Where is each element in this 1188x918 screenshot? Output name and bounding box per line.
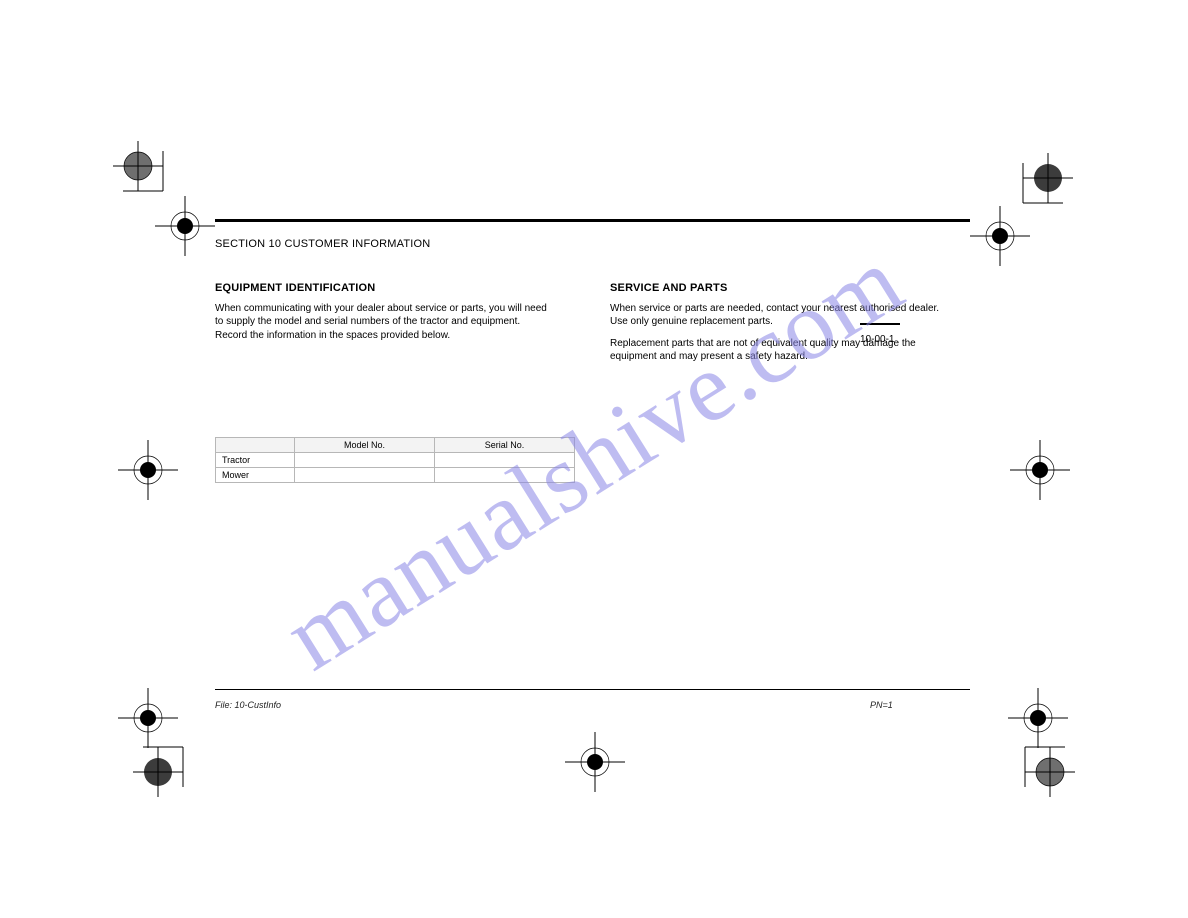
service-parts-block: SERVICE AND PARTS When service or parts … [610, 281, 955, 364]
table-cell [295, 453, 435, 468]
registration-mark-icon [145, 186, 225, 266]
page-bottom-rule [215, 689, 970, 690]
table-header-cell [216, 438, 295, 453]
registration-mark-icon [998, 678, 1078, 758]
registration-mark-icon [108, 678, 188, 758]
ident-table: Model No. Serial No. Tractor Mower [215, 437, 575, 483]
registration-mark-icon [1000, 722, 1080, 802]
registration-mark-icon [960, 196, 1040, 276]
service-parts-title: SERVICE AND PARTS [610, 281, 955, 296]
table-row: Mower [216, 468, 575, 483]
table-cell: Mower [216, 468, 295, 483]
footer-pn: PN=1 [870, 700, 893, 710]
equipment-id-block: EQUIPMENT IDENTIFICATION When communicat… [215, 281, 555, 342]
page-top-rule [215, 219, 970, 222]
footer-file: File: 10-CustInfo [215, 700, 281, 710]
table-row: Tractor [216, 453, 575, 468]
table-cell [435, 453, 575, 468]
registration-mark-icon [1000, 430, 1080, 510]
registration-mark-icon [128, 722, 208, 802]
service-parts-body1: When service or parts are needed, contac… [610, 302, 955, 329]
section-header: SECTION 10 CUSTOMER INFORMATION [215, 238, 430, 250]
table-header-cell: Serial No. [435, 438, 575, 453]
registration-mark-icon [998, 148, 1078, 228]
table-cell [435, 468, 575, 483]
page-number: 10-00-1 [860, 334, 894, 345]
service-parts-body2: Replacement parts that are not of equiva… [610, 337, 955, 364]
table-header-cell: Model No. [295, 438, 435, 453]
page-number-rule [860, 323, 900, 325]
registration-mark-icon [108, 430, 188, 510]
table-cell [295, 468, 435, 483]
equipment-id-title: EQUIPMENT IDENTIFICATION [215, 281, 555, 296]
table-header-row: Model No. Serial No. [216, 438, 575, 453]
registration-mark-icon [555, 722, 635, 802]
registration-mark-icon [108, 136, 188, 216]
equipment-id-body: When communicating with your dealer abou… [215, 302, 555, 343]
table-cell: Tractor [216, 453, 295, 468]
